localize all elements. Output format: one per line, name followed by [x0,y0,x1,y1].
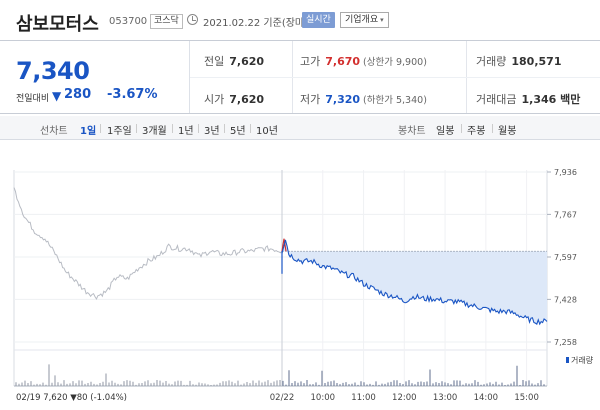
tab-divider [492,124,493,133]
y-tick-label: 7,258 [554,338,577,347]
low-label: 저가 [300,93,321,106]
company-overview-label: 기업개요 [345,15,379,25]
x-tick-label: 02/22 [270,393,295,403]
open-price: 시가 7,620 [204,91,264,107]
chevron-down-icon: ▾ [380,16,384,24]
tab-3m[interactable]: 3개월 [142,126,167,137]
below-reference-area [282,239,547,325]
y-tick-label: 7,597 [554,253,577,262]
current-price: 7,340 [16,57,90,85]
upper-limit: (상한가 9,900) [363,57,427,68]
x-tick-label: 15:00 [514,393,539,403]
tab-weekly-candle[interactable]: 주봉 [467,126,486,137]
prev-day-line [13,187,283,301]
clock-icon [187,14,198,25]
open-value: 7,620 [229,93,265,106]
x-tick-label: 13:00 [433,393,458,403]
y-tick-label: 7,767 [554,210,577,219]
volume-label: 거래량 [476,55,507,68]
amount-value: 1,346 백만 [521,93,581,106]
tab-divider [224,124,225,133]
today-line [281,239,548,326]
realtime-button[interactable]: 실시간 [302,12,335,28]
x-tick-label: 10:00 [311,393,336,403]
line-chart-label: 선차트 [40,126,68,137]
high-label: 고가 [300,55,321,68]
open-label: 시가 [204,93,225,106]
down-arrow-icon: ▼ [52,89,62,103]
tab-daily-candle[interactable]: 일봉 [436,126,455,137]
stock-header: 삼보모터스 053700 코스닥 2021.02.22 기준(장마감) 실시간 … [0,0,600,40]
y-axis: 7,936 7,767 7,597 7,428 7,258 [547,168,577,347]
market-badge: 코스닥 [150,14,183,29]
stock-name: 삼보모터스 [16,14,99,35]
tab-10y[interactable]: 10년 [256,126,278,137]
low-value: 7,320 [325,93,361,106]
y-tick-label: 7,428 [554,295,577,304]
tab-divider [136,124,137,133]
tab-divider [250,124,251,133]
volume-bars [15,364,545,386]
current-price-box: 7,340 전일대비 ▼ 280 -3.67% [0,41,190,113]
tab-1w[interactable]: 1주일 [107,126,132,137]
row-divider [190,77,600,78]
today-up-segment [281,238,287,252]
prev-close: 전일 7,620 [204,53,264,69]
tab-3y[interactable]: 3년 [204,126,220,137]
candle-chart-label: 봉차트 [398,126,426,137]
tab-1d[interactable]: 1일 [80,126,97,137]
change-value: 280 [64,87,92,102]
high-price: 고가 7,670 (상한가 9,900) [300,53,427,69]
tab-divider [172,124,173,133]
lower-limit: (하한가 5,340) [363,95,427,106]
base-date: 2021.02.22 기준(장마감) [203,18,318,29]
stock-code: 053700 [109,16,148,27]
quote-summary: 7,340 전일대비 ▼ 280 -3.67% 전일 7,620 시가 7,620 … [0,40,600,114]
tab-5y[interactable]: 5년 [230,126,246,137]
prev-close-value: 7,620 [229,55,265,68]
prev-day-footer: 02/19 7,620 ▼80 (-1.04%) [16,393,127,403]
low-price: 저가 7,320 (하한가 5,340) [300,91,427,107]
volume-legend-label: 거래량 [571,355,594,365]
x-tick-label: 14:00 [474,393,499,403]
company-overview-button[interactable]: 기업개요 ▾ [340,12,389,28]
chart-period-tabs: 선차트 1일 1주일 3개월 1년 3년 5년 10년 봉차트 일봉 주봉 월봉 [0,116,600,140]
volume-legend-swatch [566,357,569,363]
change-label: 전일대비 [16,94,50,104]
amount-label: 거래대금 [476,93,517,106]
price-lines [13,187,548,326]
x-tick-label: 11:00 [351,393,376,403]
trade-amount: 거래대금 1,346 백만 [476,91,580,107]
change-percent: -3.67% [107,87,158,102]
tab-divider [461,124,462,133]
tab-divider [100,124,101,133]
tab-divider [198,124,199,133]
high-value: 7,670 [325,55,361,68]
prev-close-label: 전일 [204,55,225,68]
intraday-price-chart: 7,936 7,767 7,597 7,428 7,258 02/22 10:00 11:0… [13,168,594,403]
y-tick-label: 7,936 [554,168,577,177]
x-tick-label: 12:00 [392,393,417,403]
chart-grid [13,170,548,387]
volume-value: 180,571 [511,55,562,68]
tab-1y[interactable]: 1년 [178,126,194,137]
x-axis: 02/22 10:00 11:00 12:00 13:00 14:00 15:00 [270,393,539,403]
tab-monthly-candle[interactable]: 월봉 [498,126,517,137]
volume: 거래량 180,571 [476,53,561,69]
